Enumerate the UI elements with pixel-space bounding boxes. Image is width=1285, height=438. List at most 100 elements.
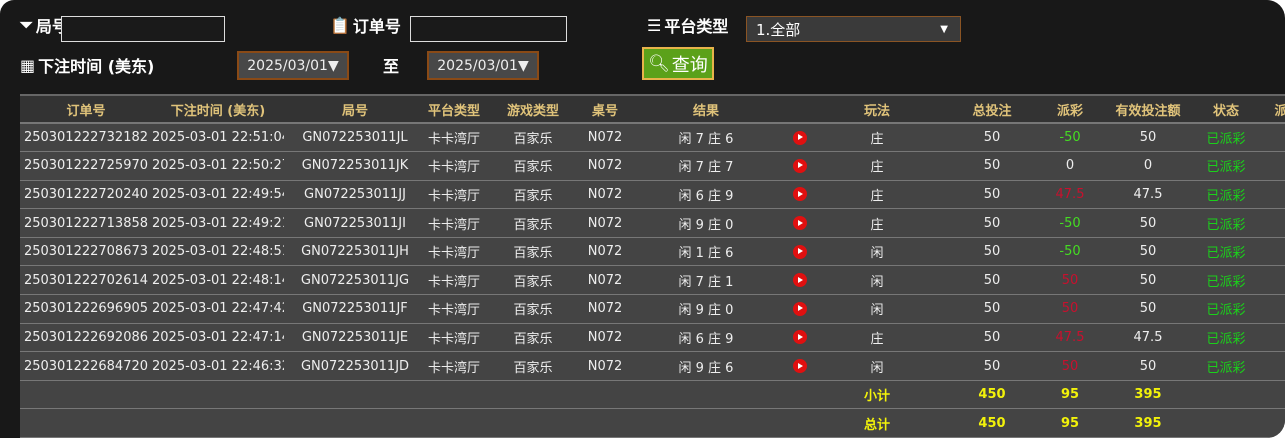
table-cell: 50 — [1044, 294, 1096, 324]
table-cell: 闲 7 庄 6 — [626, 123, 786, 153]
table-cell: 50 — [940, 180, 1044, 210]
table-header: 订单号 下注时间 (美东) 局号 平台类型 游戏类型 桌号 结果 玩法 总投注 派彩 有效投注额 状态… — [20, 96, 1285, 124]
table-cell: 395 — [1096, 408, 1200, 438]
table-cell: 闲 — [814, 237, 940, 267]
table-cell: 百家乐 — [482, 180, 584, 210]
calendar-icon: ▦ — [20, 55, 36, 75]
table-cell: N072 — [584, 237, 626, 267]
table-cell — [786, 123, 814, 153]
table-cell: 50 — [1096, 265, 1200, 296]
table-cell: 闲 9 庄 0 — [626, 208, 786, 238]
table-cell: 闲 6 庄 9 — [626, 323, 786, 353]
play-video-icon[interactable] — [793, 244, 807, 259]
table-cell: 2025-03-01 22:49:21 — [152, 208, 284, 238]
table-cell — [786, 323, 814, 353]
table-cell: 百家乐 — [482, 294, 584, 324]
table-cell — [284, 380, 426, 410]
round-input[interactable] — [61, 16, 225, 42]
table-cell: 50 — [940, 265, 1044, 296]
play-video-icon[interactable] — [793, 216, 807, 231]
column-header — [786, 96, 814, 124]
table-cell: 已派彩 — [1200, 208, 1252, 238]
column-header: 桌号 — [584, 96, 626, 124]
table-cell: 百家乐 — [482, 323, 584, 353]
table-row: 250301222692086 2025-03-01 22:47:14 GN0722… — [20, 323, 1285, 353]
table-cell: 250301222732182 — [20, 123, 152, 153]
table-cell — [1252, 123, 1285, 153]
table-cell: 百家乐 — [482, 151, 584, 181]
date-from-select[interactable]: 2025/03/01 ▼ — [237, 51, 349, 80]
table-row: 250301222702614 2025-03-01 22:48:14 GN0722… — [20, 265, 1285, 296]
table-cell: N072 — [584, 123, 626, 153]
play-video-icon[interactable] — [793, 273, 807, 288]
table-cell — [20, 380, 152, 410]
table-cell: 2025-03-01 22:48:51 — [152, 237, 284, 267]
table-cell — [426, 408, 482, 438]
table-cell: 250301222696905 — [20, 294, 152, 324]
table-cell: 50 — [1096, 123, 1200, 153]
table-cell: 闲 — [814, 265, 940, 296]
table-cell: 百家乐 — [482, 351, 584, 381]
table-cell: 250301222720240 — [20, 180, 152, 210]
bet-table: 订单号 下注时间 (美东) 局号 平台类型 游戏类型 桌号 结果 玩法 总投注 派彩 有效投注额 状态… — [20, 94, 1285, 438]
table-cell: 395 — [1096, 380, 1200, 410]
platform-select[interactable]: 1.全部 ▼ — [746, 16, 961, 42]
table-cell — [1200, 380, 1252, 410]
table-cell — [482, 380, 584, 410]
total-row: 总计 450 95 395 — [20, 408, 1285, 438]
play-video-icon[interactable] — [793, 158, 807, 173]
table-cell: 闲 — [814, 351, 940, 381]
play-video-icon[interactable] — [793, 359, 807, 374]
table-cell — [152, 380, 284, 410]
tag-icon: ⏷ — [20, 15, 33, 34]
play-video-icon[interactable] — [793, 130, 807, 145]
table-cell: 50 — [940, 151, 1044, 181]
table-cell: 庄 — [814, 323, 940, 353]
table-cell: 卡卡湾厅 — [426, 351, 482, 381]
table-cell — [1252, 323, 1285, 353]
play-video-icon[interactable] — [793, 301, 807, 316]
table-cell — [786, 180, 814, 210]
table-cell — [20, 408, 152, 438]
table-cell — [786, 351, 814, 381]
table-cell: 闲 9 庄 6 — [626, 351, 786, 381]
table-cell: 庄 — [814, 151, 940, 181]
table-cell — [786, 265, 814, 296]
order-input[interactable] — [410, 16, 567, 42]
table-cell: 卡卡湾厅 — [426, 180, 482, 210]
column-header: 下注时间 (美东) — [152, 96, 284, 124]
table-cell: 庄 — [814, 208, 940, 238]
table-cell — [1252, 208, 1285, 238]
column-header: 状态 — [1200, 96, 1252, 124]
table-cell — [152, 408, 284, 438]
table-cell: 250301222713858 — [20, 208, 152, 238]
table-cell: 2025-03-01 22:46:32 — [152, 351, 284, 381]
table-cell: 百家乐 — [482, 123, 584, 153]
play-video-icon[interactable] — [793, 187, 807, 202]
table-cell: 小计 — [814, 380, 940, 410]
table-cell: 已派彩 — [1200, 237, 1252, 267]
play-video-icon[interactable] — [793, 330, 807, 345]
table-row: 250301222696905 2025-03-01 22:47:42 GN0722… — [20, 294, 1285, 324]
table-cell: 50 — [1096, 351, 1200, 381]
table-cell: 闲 9 庄 0 — [626, 294, 786, 324]
table-cell: 已派彩 — [1200, 323, 1252, 353]
table-cell: 95 — [1044, 408, 1096, 438]
table-cell: N072 — [584, 351, 626, 381]
table-cell: GN072253011JL — [284, 123, 426, 153]
table-cell: -50 — [1044, 237, 1096, 267]
date-to-select[interactable]: 2025/03/01 ▼ — [427, 51, 539, 80]
table-cell: 2025-03-01 22:47:42 — [152, 294, 284, 324]
server-icon: ☰ — [647, 15, 662, 35]
table-cell — [786, 380, 814, 410]
table-cell — [1252, 294, 1285, 324]
table-cell: N072 — [584, 265, 626, 296]
table-cell: 卡卡湾厅 — [426, 237, 482, 267]
table-cell: 卡卡湾厅 — [426, 151, 482, 181]
table-cell: 250301222708673 — [20, 237, 152, 267]
time-label: ▦ 下注时间 (美东) — [20, 55, 155, 77]
query-button[interactable]: 🔍︎ 查询 — [642, 47, 714, 80]
table-cell: 闲 6 庄 9 — [626, 180, 786, 210]
clipboard-icon: 📋 — [330, 15, 350, 35]
column-header: 订单号 — [20, 96, 152, 124]
